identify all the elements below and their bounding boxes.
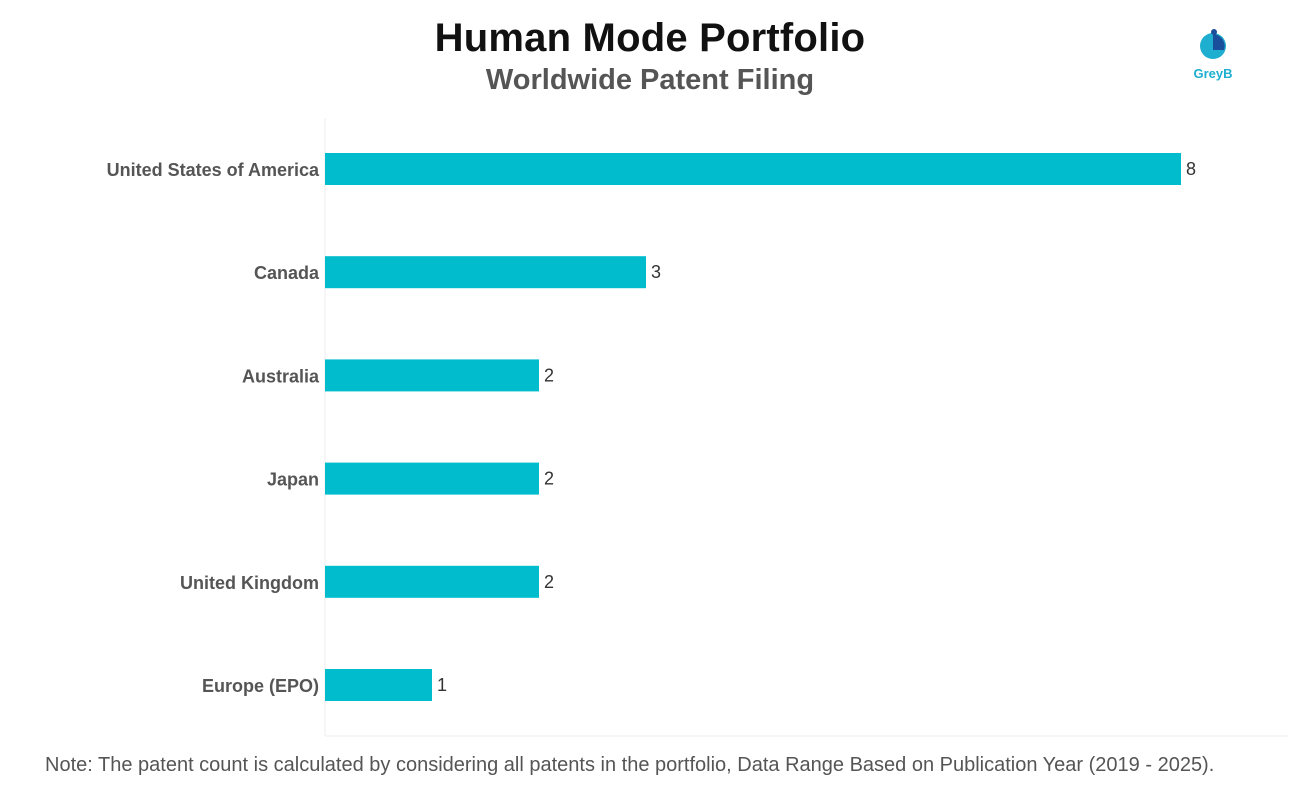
- bar-1: [325, 256, 646, 289]
- bar-0: [325, 153, 1181, 185]
- category-label-1: Canada: [254, 263, 320, 283]
- chart-subtitle: Worldwide Patent Filing: [485, 64, 815, 96]
- category-label-0: United States of America: [107, 160, 320, 180]
- bar-2: [325, 359, 539, 392]
- category-label-2: Australia: [242, 366, 320, 386]
- greyb-logo-icon: [1200, 29, 1226, 59]
- bar-5: [325, 669, 432, 701]
- value-label-0: 8: [1186, 159, 1196, 179]
- bars-group: United States of America 8 Canada 3 Australi…: [107, 153, 1196, 701]
- value-label-5: 1: [437, 675, 447, 695]
- category-label-4: United Kingdom: [180, 573, 319, 593]
- chart-title: Human Mode Portfolio: [434, 16, 866, 60]
- category-label-5: Europe (EPO): [202, 676, 319, 696]
- value-label-3: 2: [544, 469, 554, 489]
- bar-4: [325, 565, 539, 598]
- value-label-2: 2: [544, 365, 554, 385]
- footer-note: Note: The patent count is calculated by …: [45, 754, 1215, 776]
- bar-3: [325, 462, 539, 495]
- category-label-3: Japan: [267, 470, 319, 490]
- logo-text: GreyB: [1193, 66, 1233, 81]
- value-label-4: 2: [544, 572, 554, 592]
- greyb-logo: GreyB: [1188, 28, 1238, 88]
- value-label-1: 3: [651, 262, 661, 282]
